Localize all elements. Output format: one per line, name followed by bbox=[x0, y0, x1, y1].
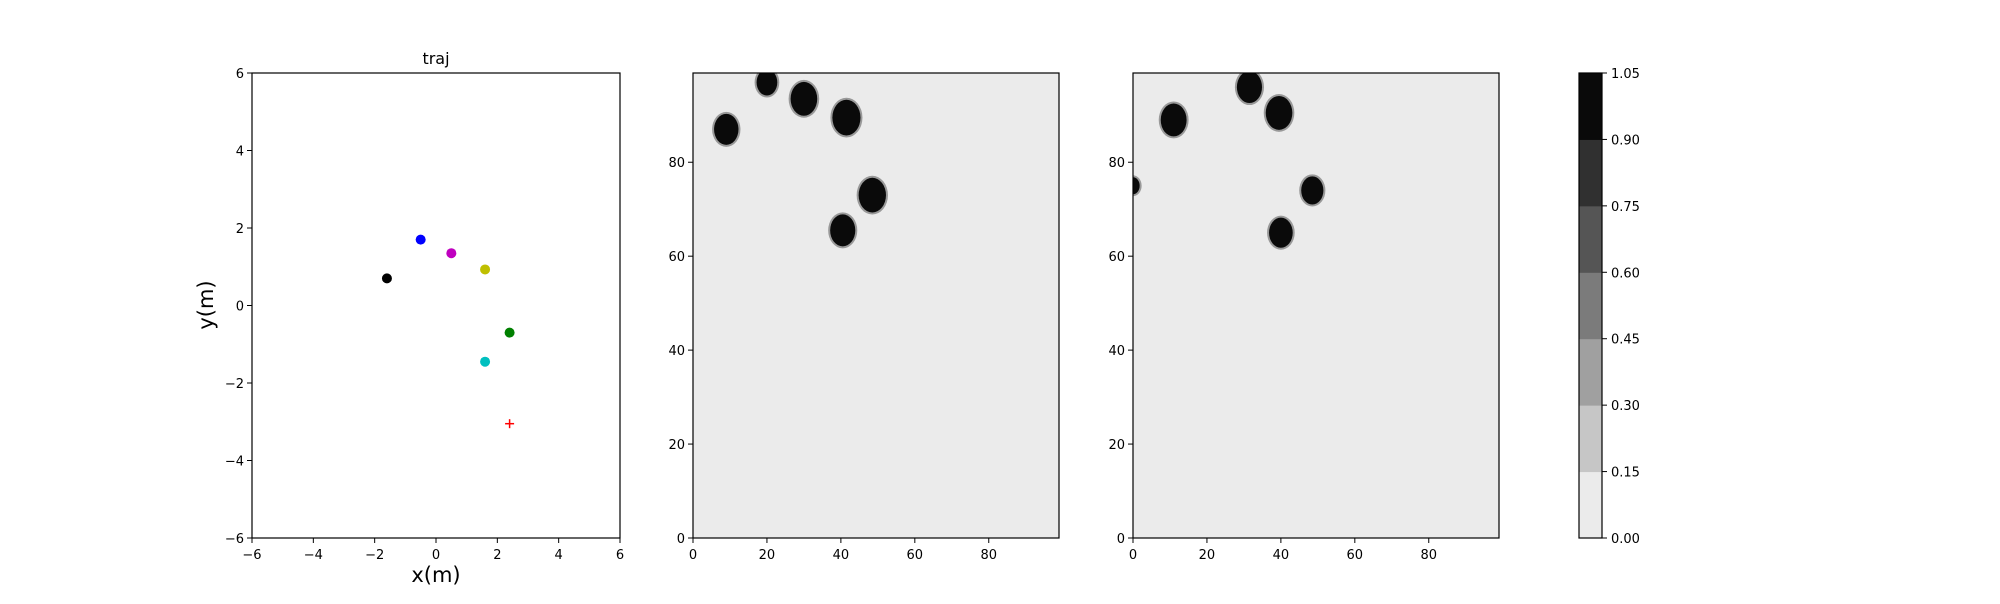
colorbar-tick-label: 0.45 bbox=[1611, 333, 1640, 348]
agent-point bbox=[446, 248, 457, 259]
trajectory-ytick-label: 4 bbox=[236, 145, 244, 160]
colorbar-tick-label: 0.15 bbox=[1611, 466, 1640, 481]
heatmap-2-xtick-label: 60 bbox=[1347, 548, 1364, 563]
colorbar-tick-label: 0.00 bbox=[1611, 532, 1640, 547]
heatmap-1-frame bbox=[692, 72, 1060, 539]
trajectory-ylabel: y(m) bbox=[194, 280, 218, 329]
heatmap-1-xtick-label: 40 bbox=[833, 548, 850, 563]
trajectory-ytick-label: 0 bbox=[236, 300, 244, 315]
colorbar-band bbox=[1579, 338, 1602, 406]
heatmap-2-blob bbox=[1301, 176, 1324, 205]
heatmap-1-xtick-label: 20 bbox=[759, 548, 776, 563]
heatmap-2-ticks: 0 20 40 60 80 0 20 40 60 80 bbox=[1108, 156, 1437, 563]
heatmap-1-blob bbox=[714, 113, 739, 145]
heatmap-1: 0 20 40 60 80 0 20 40 60 80 bbox=[668, 72, 1060, 563]
agent-point bbox=[415, 234, 426, 245]
heatmap-2-xtick-label: 0 bbox=[1129, 548, 1137, 563]
colorbar-band bbox=[1579, 405, 1602, 473]
trajectory-xtick-label: −2 bbox=[365, 548, 384, 563]
colorbar-band bbox=[1579, 139, 1602, 207]
trajectory-points bbox=[381, 234, 515, 429]
colorbar: 0.00 0.15 0.30 0.45 0.60 0.75 0.90 1.05 bbox=[1578, 67, 1640, 547]
heatmap-1-blob bbox=[832, 99, 861, 136]
agent-point bbox=[480, 264, 491, 275]
colorbar-band bbox=[1579, 205, 1602, 273]
colorbar-tick-label: 0.60 bbox=[1611, 266, 1640, 281]
heatmap-1-blob bbox=[756, 73, 778, 96]
trajectory-xtick-label: −4 bbox=[304, 548, 323, 563]
trajectory-ytick-label: −4 bbox=[225, 455, 244, 470]
heatmap-1-xtick-label: 0 bbox=[689, 548, 697, 563]
heatmap-2-ytick-label: 80 bbox=[1108, 156, 1125, 171]
trajectory-plot-area bbox=[252, 73, 620, 538]
heatmap-1-blob bbox=[830, 214, 856, 247]
heatmap-1-xtick-label: 80 bbox=[980, 548, 997, 563]
heatmap-2-blob bbox=[1133, 177, 1140, 195]
heatmap-2-blob bbox=[1236, 73, 1263, 104]
heatmap-2-ytick-label: 60 bbox=[1108, 250, 1125, 265]
heatmap-1-ytick-label: 80 bbox=[668, 156, 685, 171]
trajectory-ytick-label: 6 bbox=[236, 67, 244, 82]
agent-point bbox=[381, 273, 392, 284]
heatmap-2-frame bbox=[1132, 72, 1500, 539]
heatmap-1-ytick-label: 40 bbox=[668, 344, 685, 359]
trajectory-title: traj bbox=[422, 49, 449, 68]
trajectory-ytick-label: −6 bbox=[225, 532, 244, 547]
trajectory-ticks: −6 −4 −2 0 2 4 6 −6 −4 −2 0 2 4 6 bbox=[225, 67, 624, 563]
heatmap-2-xtick-label: 80 bbox=[1420, 548, 1437, 563]
heatmap-1-xtick-label: 60 bbox=[907, 548, 924, 563]
heatmap-1-blobs bbox=[712, 73, 888, 249]
heatmap-1-ticks: 0 20 40 60 80 0 20 40 60 80 bbox=[668, 156, 997, 563]
heatmap-2-blob bbox=[1265, 96, 1293, 130]
colorbar-tick-label: 0.75 bbox=[1611, 200, 1640, 215]
agent-point bbox=[480, 356, 491, 367]
colorbar-band bbox=[1579, 471, 1602, 539]
colorbar-band bbox=[1579, 73, 1602, 140]
trajectory-xtick-label: −6 bbox=[242, 548, 261, 563]
heatmap-2: 0 20 40 60 80 0 20 40 60 80 bbox=[1108, 72, 1500, 563]
trajectory-xtick-label: 4 bbox=[555, 548, 563, 563]
heatmap-2-ytick-label: 40 bbox=[1108, 344, 1125, 359]
heatmap-2-ytick-label: 20 bbox=[1108, 438, 1125, 453]
trajectory-xtick-label: 6 bbox=[616, 548, 624, 563]
trajectory-xtick-label: 2 bbox=[493, 548, 501, 563]
heatmap-2-blob bbox=[1160, 103, 1187, 137]
agent-point bbox=[504, 327, 515, 338]
trajectory-plot: −6 −4 −2 0 2 4 6 −6 −4 −2 0 2 4 6 traj x(m) y(m) bbox=[194, 49, 624, 587]
trajectory-ytick-label: −2 bbox=[225, 377, 244, 392]
colorbar-band bbox=[1579, 272, 1602, 340]
heatmap-2-blobs bbox=[1133, 73, 1326, 250]
heatmap-1-ytick-label: 20 bbox=[668, 438, 685, 453]
colorbar-tick-label: 0.30 bbox=[1611, 399, 1640, 414]
heatmap-2-xtick-label: 40 bbox=[1273, 548, 1290, 563]
heatmap-1-ytick-label: 0 bbox=[677, 532, 685, 547]
heatmap-2-xtick-label: 20 bbox=[1199, 548, 1216, 563]
trajectory-xtick-label: 0 bbox=[432, 548, 440, 563]
heatmap-1-blob bbox=[858, 177, 886, 213]
heatmap-1-ytick-label: 60 bbox=[668, 250, 685, 265]
heatmap-2-blob bbox=[1269, 217, 1293, 248]
colorbar-tick-label: 1.05 bbox=[1611, 67, 1640, 82]
heatmap-2-background bbox=[1133, 73, 1499, 538]
trajectory-ytick-label: 2 bbox=[236, 222, 244, 237]
colorbar-tick-label: 0.90 bbox=[1611, 133, 1640, 148]
goal-marker bbox=[505, 419, 515, 429]
colorbar-ticks: 0.00 0.15 0.30 0.45 0.60 0.75 0.90 1.05 bbox=[1602, 67, 1640, 547]
trajectory-xlabel: x(m) bbox=[411, 563, 460, 587]
colorbar-frame bbox=[1578, 72, 1603, 539]
colorbar-bands bbox=[1579, 73, 1602, 539]
heatmap-1-background bbox=[693, 73, 1059, 538]
heatmap-1-blob bbox=[790, 81, 818, 116]
heatmap-2-ytick-label: 0 bbox=[1117, 532, 1125, 547]
